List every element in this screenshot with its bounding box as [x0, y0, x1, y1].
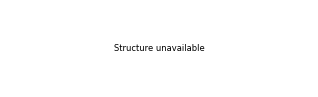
Text: Structure unavailable: Structure unavailable	[114, 44, 204, 53]
